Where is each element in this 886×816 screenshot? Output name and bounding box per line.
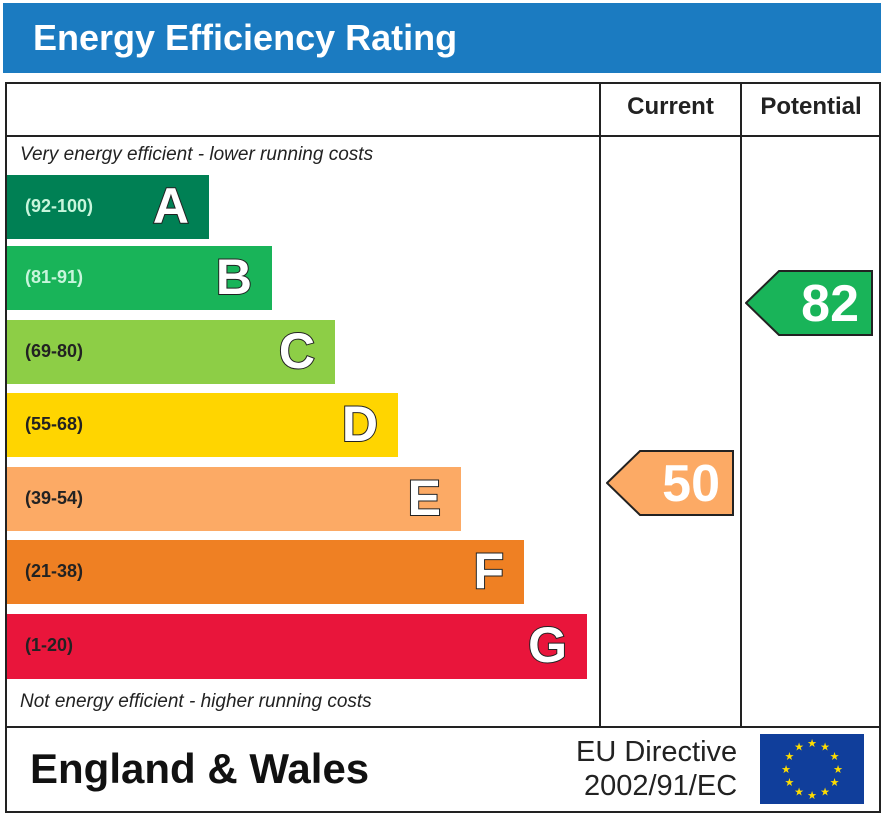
band-a: (92-100) A (7, 175, 209, 239)
band-range: (81-91) (25, 267, 84, 287)
star-icon: ★ (807, 738, 817, 750)
potential-rating-value: 82 (801, 275, 859, 333)
band-letter: D (341, 395, 379, 453)
star-icon: ★ (781, 764, 791, 776)
band-f: (21-38) F (7, 540, 524, 604)
star-icon: ★ (833, 764, 843, 776)
star-icon: ★ (794, 741, 804, 753)
bottom-note: Not energy efficient - higher running co… (20, 691, 372, 712)
band-range: (55-68) (25, 414, 84, 434)
star-icon: ★ (785, 777, 795, 789)
arrow-shape (606, 450, 734, 516)
eu-directive: EU Directive 2002/91/EC (576, 735, 737, 803)
eu-flag-icon: ★ ★ ★ ★ ★ ★ ★ ★ ★ ★ ★ ★ (760, 734, 864, 804)
column-header-potential: Potential (760, 93, 862, 120)
star-icon: ★ (830, 777, 840, 789)
potential-rating-arrow: 82 (745, 270, 873, 336)
band-e: (39-54) E (7, 467, 461, 531)
star-icon: ★ (830, 751, 840, 763)
band-letter: F (472, 542, 505, 600)
band-g: (1-20) G (7, 614, 587, 679)
chart-frame (5, 82, 881, 813)
band-letter: G (527, 616, 568, 674)
current-rating-value: 50 (662, 455, 720, 513)
footer-divider (5, 726, 881, 728)
top-note: Very energy efficient - lower running co… (20, 144, 374, 165)
band-b: (81-91) B (7, 246, 272, 310)
band-letter: A (152, 177, 190, 235)
band-range: (21-38) (25, 561, 84, 581)
band-letter: C (278, 322, 316, 380)
star-icon: ★ (785, 751, 795, 763)
star-icon: ★ (820, 787, 830, 799)
chart-title: Energy Efficiency Rating (3, 3, 881, 73)
column-divider (599, 82, 601, 727)
region-label: England & Wales (30, 745, 370, 792)
header-divider (5, 135, 881, 137)
column-header-current: Current (627, 93, 714, 120)
directive-line-1: EU Directive (576, 736, 738, 768)
directive-line-2: 2002/91/EC (583, 770, 738, 802)
band-range: (92-100) (25, 196, 94, 216)
arrow-shape (745, 270, 873, 336)
band-c: (69-80) C (7, 320, 335, 384)
current-rating-arrow: 50 (606, 450, 734, 516)
star-icon: ★ (807, 790, 817, 802)
column-divider (740, 82, 742, 727)
band-range: (69-80) (25, 341, 84, 361)
band-d: (55-68) D (7, 393, 398, 457)
band-letter: E (407, 469, 442, 527)
band-range: (1-20) (25, 635, 74, 655)
star-icon: ★ (820, 741, 830, 753)
band-range: (39-54) (25, 488, 84, 508)
band-letter: B (215, 248, 253, 306)
star-icon: ★ (794, 787, 804, 799)
